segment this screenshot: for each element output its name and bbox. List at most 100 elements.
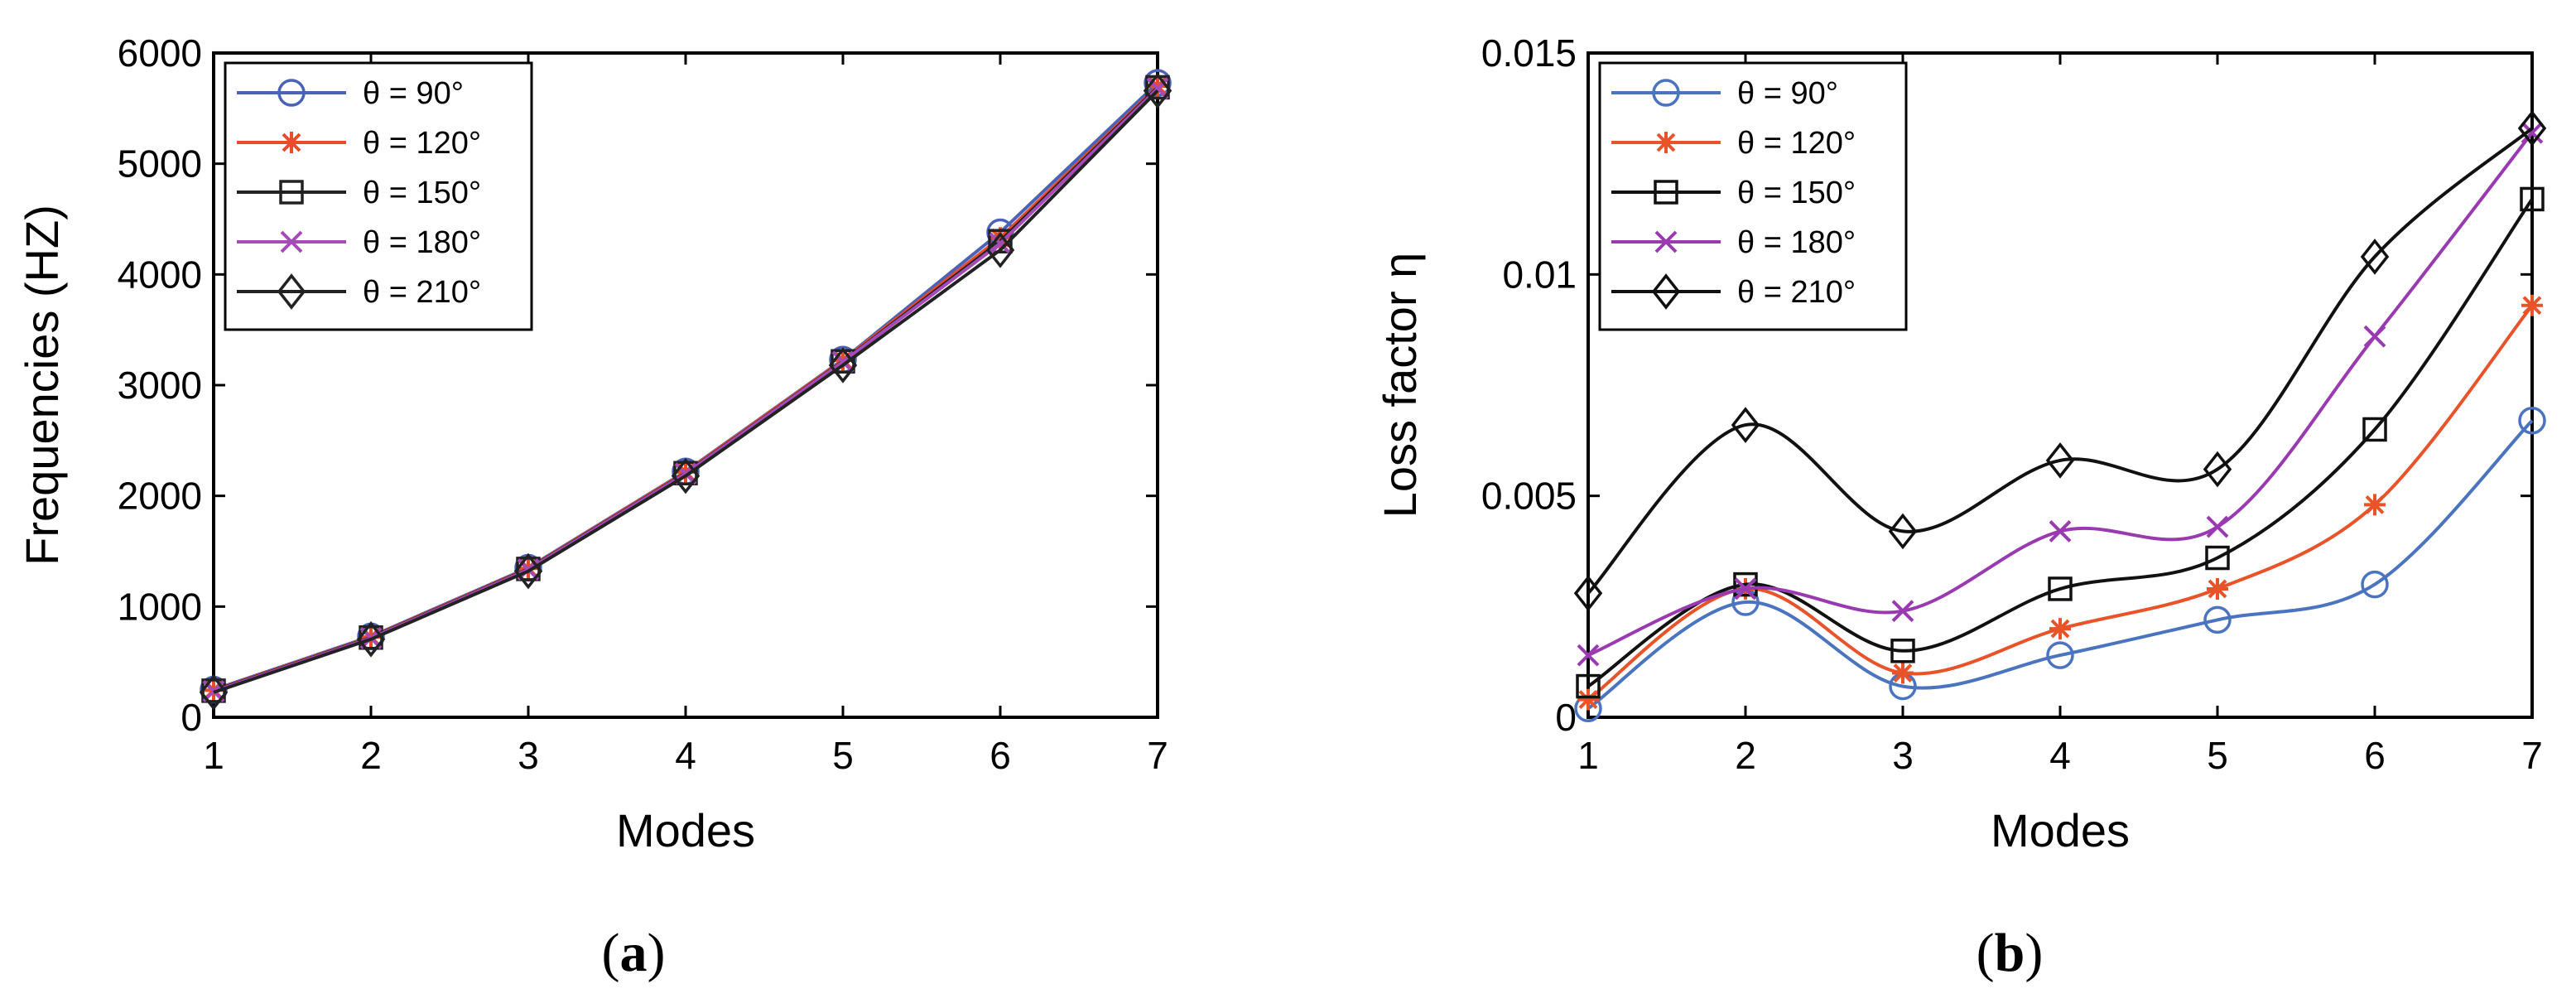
chart-b-series-line-1 <box>1587 419 2534 710</box>
chart-b-series-1-point <box>2203 605 2232 634</box>
chart-b-series-3-point <box>2362 417 2387 442</box>
chart-a-y-tick-label: 2000 <box>118 475 202 518</box>
chart-b-series-4-point <box>2049 520 2072 543</box>
chart-b-series <box>1573 110 2547 723</box>
chart-a-series-5-point <box>671 457 701 494</box>
chart-b-legend-marker-4 <box>1654 230 1678 253</box>
chart-b-series-4-point <box>2206 515 2229 538</box>
chart-a-series-line-5 <box>213 89 1159 694</box>
chart-b-series-5-point <box>2045 442 2075 479</box>
chart-a-legend-marker-2 <box>281 132 302 153</box>
chart-a-series-5-point <box>828 347 858 383</box>
chart-b-y-tick-label: 0.015 <box>1481 31 1577 75</box>
chart-b-series-4-point <box>2363 325 2386 348</box>
chart-a-x-tick-label: 4 <box>675 734 696 777</box>
chart-a-legend-box <box>224 61 533 331</box>
chart-a-x-tick-label: 6 <box>989 734 1011 777</box>
chart-b-series-3-point <box>1576 673 1601 699</box>
chart-b-caption: (b) <box>1977 923 2044 983</box>
chart-a-series-5-point <box>513 552 543 590</box>
chart-a-x-tick-label: 5 <box>832 734 854 777</box>
chart-a-legend-label-3: θ = 150° <box>363 176 481 210</box>
chart-a-legend-marker-1 <box>277 79 306 107</box>
chart-a-legend-marker-5 <box>277 273 306 310</box>
chart-b-series-4-point <box>2521 121 2544 144</box>
chart-b-series-2-point <box>2049 618 2071 640</box>
chart-a-x-tick-label: 7 <box>1147 734 1168 777</box>
chart-b-series-5-point <box>2203 451 2232 488</box>
chart-a-ticks: 1 2 3 4 5 6 7 0 1000 2000 3000 4000 5000 6000 <box>118 31 1168 777</box>
chart-b-series-2-point <box>1892 662 1914 684</box>
chart-b-legend-marker-2 <box>1655 132 1677 153</box>
chart-b-caption-letter: b <box>1995 923 2025 983</box>
chart-b-x-tick-label: 1 <box>1577 734 1599 777</box>
chart-b-series-line-2 <box>1587 304 2534 702</box>
chart-b-legend-marker-1 <box>1652 79 1680 107</box>
chart-a-x-tick-label: 3 <box>518 734 539 777</box>
chart-b-series-1-point <box>2046 641 2074 669</box>
chart-b-legend-label-3: θ = 150° <box>1737 176 1856 210</box>
chart-b-series-5-point <box>1731 407 1760 443</box>
chart-b-y-axis-label: Loss factor η <box>1374 253 1426 518</box>
chart-a: 1 2 3 4 5 6 7 0 1000 2000 3000 4000 5000 6000 θ = 90°… <box>16 31 1172 983</box>
chart-a-legend-label-1: θ = 90° <box>363 76 464 111</box>
chart-a-y-tick-label: 3000 <box>118 364 202 407</box>
chart-b-series-5-point <box>2360 239 2390 275</box>
chart-a-legend-label-5: θ = 210° <box>363 275 481 310</box>
chart-a-legend-marker-3 <box>279 180 304 205</box>
chart-b-series-5-point <box>1888 513 1918 550</box>
chart-a-legend: θ = 90° θ = 120° θ = 150° θ = 180° θ = 210° <box>224 61 533 331</box>
chart-b-legend-marker-3 <box>1654 180 1678 205</box>
chart-a-series <box>199 69 1172 711</box>
chart-a-series-4-point <box>989 232 1012 255</box>
chart-a-y-tick-label: 4000 <box>118 253 202 296</box>
chart-b-series-line-5 <box>1587 127 2534 595</box>
chart-b-legend-label-2: θ = 120° <box>1737 126 1856 161</box>
chart-b-y-tick-label: 0.005 <box>1481 475 1577 518</box>
chart-b-series-5-point <box>1573 575 1603 612</box>
chart-a-y-tick-label: 6000 <box>118 31 202 75</box>
chart-a-y-axis-label: Frequencies (HZ) <box>16 205 68 566</box>
chart-b-legend: θ = 90° θ = 120° θ = 150° θ = 180° θ = 210° <box>1598 61 1908 331</box>
chart-a-series-5-point <box>985 232 1015 268</box>
chart-b-series-3-point <box>2520 186 2545 212</box>
chart-b-legend-label-5: θ = 210° <box>1737 275 1856 310</box>
chart-b-x-axis-label: Modes <box>1991 804 2130 856</box>
chart-a-series-2-point <box>989 227 1011 249</box>
chart-b-x-tick-label: 3 <box>1892 734 1914 777</box>
chart-b-series-3-point <box>2205 545 2230 571</box>
chart-a-x-tick-label: 2 <box>360 734 382 777</box>
chart-b-x-tick-label: 4 <box>2049 734 2071 777</box>
chart-a-legend-label-2: θ = 120° <box>363 126 481 161</box>
chart-b-legend-box <box>1598 61 1908 331</box>
chart-a-y-tick-label: 5000 <box>118 142 202 186</box>
chart-b-series-1-point <box>2518 407 2546 435</box>
chart-b-legend-label-1: θ = 90° <box>1737 76 1838 111</box>
chart-b-x-tick-label: 2 <box>1735 734 1756 777</box>
chart-a-series-5-point <box>1143 72 1172 109</box>
chart-b-x-tick-label: 7 <box>2521 734 2543 777</box>
chart-a-legend-marker-4 <box>280 230 303 253</box>
chart-b-series-2-point <box>2364 494 2386 516</box>
chart-a-series-5-point <box>356 620 386 658</box>
chart-b-series-2-point <box>1577 688 1599 711</box>
chart-b-series-4-point <box>1734 577 1757 600</box>
chart-b-series-2-point <box>2207 577 2228 600</box>
chart-b-legend-label-4: θ = 180° <box>1737 225 1856 260</box>
chart-b-series-3-point <box>1733 572 1758 597</box>
chart-a-y-tick-label: 1000 <box>118 585 202 628</box>
chart-a-caption-letter: a <box>620 923 648 983</box>
chart-b-series-1-point <box>2361 570 2389 599</box>
chart-b-series-5-point <box>2517 110 2547 147</box>
chart-b-series-3-point <box>2048 576 2073 601</box>
chart-b-x-tick-label: 6 <box>2364 734 2386 777</box>
chart-a-series-5-point <box>199 674 229 711</box>
chart-b-series-4-point <box>1891 600 1914 623</box>
chart-a-y-tick-label: 0 <box>181 696 202 739</box>
chart-b-x-tick-label: 5 <box>2207 734 2228 777</box>
chart-a-x-axis-label: Modes <box>616 804 755 856</box>
chart-b-series-2-point <box>2521 294 2543 316</box>
chart-a-caption: (a) <box>602 923 666 983</box>
